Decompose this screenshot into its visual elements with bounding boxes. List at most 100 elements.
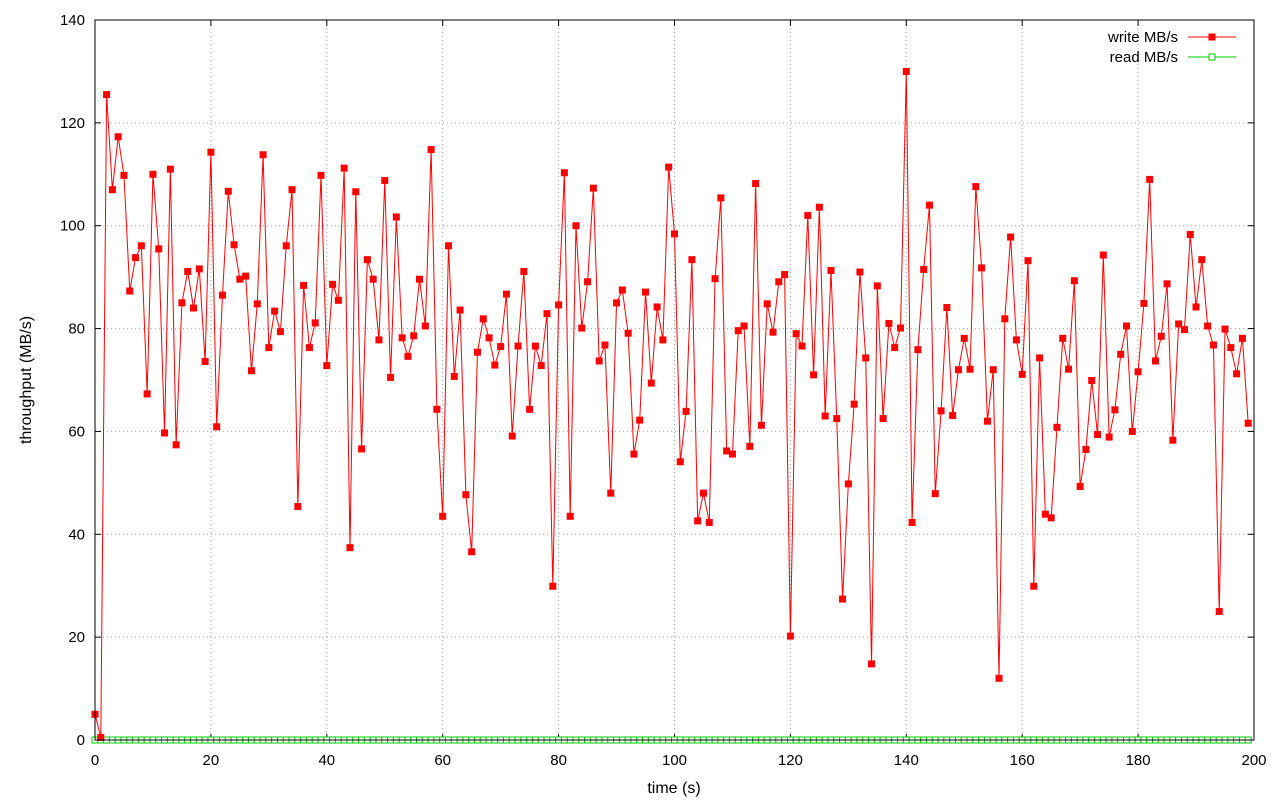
write-point (311, 319, 319, 327)
write-point (954, 366, 962, 374)
write-point (821, 412, 829, 420)
write-point (491, 361, 499, 369)
write-point (1175, 320, 1183, 328)
write-point (473, 348, 481, 356)
write-point (1198, 256, 1206, 264)
write-point (497, 343, 505, 351)
write-point (844, 480, 852, 488)
write-point (1169, 436, 1177, 444)
write-point (276, 328, 284, 336)
write-point (798, 342, 806, 350)
write-point (584, 278, 592, 286)
write-point (642, 288, 650, 296)
write-point (1140, 299, 1148, 307)
legend: write MB/s read MB/s (1107, 29, 1236, 66)
write-point (155, 245, 163, 253)
write-point (1053, 423, 1061, 431)
write-point (433, 405, 441, 413)
write-point (508, 432, 516, 440)
write-point (966, 365, 974, 373)
write-point (265, 344, 273, 352)
write-point (236, 275, 244, 283)
write-point (873, 282, 881, 290)
write-point (937, 407, 945, 415)
write-point (172, 441, 180, 449)
write-point (410, 332, 418, 340)
write-point (630, 450, 638, 458)
write-point (723, 447, 731, 455)
write-point (468, 548, 476, 556)
write-point (728, 450, 736, 458)
write-point (485, 334, 493, 342)
write-point (792, 330, 800, 338)
write-point (560, 169, 568, 177)
write-point (178, 299, 186, 307)
legend-marker-read (1208, 53, 1216, 61)
write-point (885, 319, 893, 327)
plot-frame (94, 19, 1255, 741)
write-point (439, 512, 447, 520)
write-point (786, 632, 794, 640)
write-point (190, 304, 198, 312)
write-point (352, 188, 360, 196)
write-point (682, 407, 690, 415)
write-point (305, 344, 313, 352)
x-tick-label: 40 (318, 752, 335, 769)
write-point (589, 184, 597, 192)
write-point (195, 265, 203, 273)
write-point (392, 213, 400, 221)
write-point (404, 352, 412, 360)
write-point (1227, 344, 1235, 352)
write-point (259, 151, 267, 159)
write-point (676, 458, 684, 466)
write-point (897, 324, 905, 332)
write-point (1123, 322, 1131, 330)
write-point (647, 379, 655, 387)
write-point (1041, 510, 1049, 518)
write-point (288, 186, 296, 194)
y-tick-labels: 0 20 40 60 80 100 120 140 (60, 12, 85, 749)
write-point (317, 171, 325, 179)
write-point (531, 342, 539, 350)
write-point (734, 327, 742, 335)
write-point (752, 180, 760, 188)
write-point (1157, 332, 1165, 340)
write-point (914, 346, 922, 354)
write-point (601, 341, 609, 349)
write-point (358, 445, 366, 453)
y-tick-label: 0 (77, 732, 85, 749)
write-point (659, 336, 667, 344)
write-point (671, 230, 678, 238)
write-point (369, 275, 377, 283)
write-point (1134, 368, 1142, 376)
y-tick-label: 20 (68, 629, 85, 646)
write-point (1088, 377, 1096, 385)
write-point (781, 271, 789, 279)
write-point (108, 186, 116, 194)
x-tick-label: 120 (778, 752, 803, 769)
write-point (398, 334, 406, 342)
write-point (566, 512, 574, 520)
write-point (555, 301, 563, 309)
write-point (717, 194, 725, 202)
write-point (1233, 370, 1241, 378)
write-point (868, 660, 876, 668)
write-point (253, 300, 261, 308)
write-point (1151, 357, 1159, 365)
write-point (456, 306, 464, 314)
write-point (1059, 334, 1067, 342)
write-point (543, 310, 551, 318)
y-tick-label: 40 (68, 526, 85, 543)
write-point (213, 423, 221, 431)
write-point (427, 146, 435, 154)
write-point (502, 290, 510, 298)
write-point (1007, 233, 1015, 241)
write-point (856, 268, 864, 276)
y-tick-label: 80 (68, 321, 85, 338)
write-point (1070, 277, 1078, 285)
write-point (549, 582, 557, 590)
write-point (207, 148, 215, 156)
write-point (902, 67, 910, 75)
write-point (578, 324, 586, 332)
